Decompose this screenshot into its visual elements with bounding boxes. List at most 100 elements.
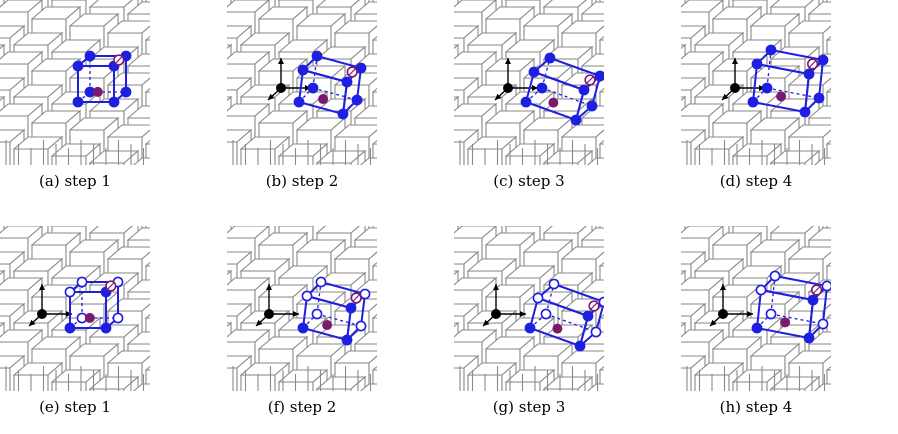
center-atom [776,91,787,102]
grid-cube-top [371,313,377,319]
cell-vertex-hollow [532,292,544,304]
center-atom-slash [813,286,821,294]
grid-cube-top [371,365,377,371]
grid-cube-top [825,261,831,267]
cell-vertex [108,96,120,108]
panel-e: (e) step 1 [0,226,150,431]
axis-right-arrow-head [293,311,299,317]
cell-vertex [524,322,536,334]
grid-cube-top [580,53,604,67]
cell-vertex [586,100,598,112]
panel-b-caption: (b) step 2 [265,172,339,190]
axis-depth-arrow-head [256,319,263,326]
cell-vertex [307,82,319,94]
origin-dot [491,309,501,319]
grid-cube-top [106,72,150,86]
panel-c-plot [454,0,604,165]
grid-cube-top [560,124,604,138]
center-atom-slash [586,76,594,84]
axis-up-arrow-head [720,284,726,290]
cell-vertex [120,86,132,98]
grid-cube-top [787,20,831,34]
cell-hidden-edge [770,313,824,325]
unit-cell [747,44,829,118]
origin-dot [503,83,513,93]
axis-up-arrow-head [493,284,499,290]
grid-cube-top [359,383,377,391]
axis-right-arrow-head [747,311,753,317]
cell-vertex-hollow [315,276,327,288]
center-atom [780,317,791,328]
grid-cube-top [333,246,377,260]
origin-dot [264,309,274,319]
cell-vertex [799,106,811,118]
cell-vertex [72,60,84,72]
cell-vertex-hollow [590,326,602,338]
grid-cube-top [353,331,377,345]
cell-vertex-hollow [76,276,88,288]
unit-cell [64,276,124,334]
unit-cell [297,276,371,346]
panel-c: (c) step 3 [454,0,604,205]
staircase-grid [454,0,604,165]
coordinate-axes [255,284,299,327]
cell-vertex-hollow [765,308,777,320]
grid-cube-top [825,87,831,93]
panel-f: (f) step 2 [227,226,377,431]
grid-cube-face [0,367,11,391]
grid-cube-top [144,313,150,319]
axis-depth-arrow-head [710,319,717,326]
cell-vertex [297,64,309,76]
cell-vertex [594,70,604,82]
grid-cube-top [126,331,150,345]
cell-vertex-hollow [540,308,552,320]
cell-vertex-hollow [301,290,313,302]
panel-f-plot [227,226,377,391]
cell-hidden-edge [766,49,772,89]
grid-cube-top [88,0,134,8]
cell-side-face [578,300,604,349]
grid-cube-top [598,365,604,371]
panel-g: (g) step 3 [454,226,604,431]
grid-cube-top [586,383,604,391]
cell-vertex [570,114,582,126]
center-atom [318,94,329,105]
grid-cube-top [333,350,377,364]
grid-cube-top [106,20,150,34]
panel-f-caption: (f) step 2 [267,398,337,416]
axis-depth-arrow-head [268,93,275,100]
grid-cube-top [144,35,150,41]
axis-up-arrow-head [39,284,45,290]
grid-cube-top [353,227,377,241]
grid-cube-top [144,139,150,145]
cell-vertex-hollow [817,318,829,330]
cell-vertex [536,82,548,94]
coordinate-axes [267,58,311,101]
cell-vertex-hollow [112,312,124,324]
axis-up-arrow-head [266,284,272,290]
grid-cube-top [88,226,134,234]
axis-depth-arrow-head [722,93,729,100]
cell-vertex [813,92,825,104]
grid-cube-top [371,261,377,267]
grid-cube-top [825,35,831,41]
cell-hidden-edge [541,87,593,107]
grid-cube-top [144,365,150,371]
staircase-grid [227,0,377,165]
grid-cube-top [807,1,831,15]
axis-up-arrow-head [505,58,511,64]
grid-cube-top [580,1,604,15]
grid-cube-top [769,0,815,8]
cell-hidden-edge [312,87,358,101]
grid-cube-top [542,0,588,8]
cell-vertex-hollow [598,296,604,308]
panel-g-plot [454,226,604,391]
cell-vertex [345,302,357,314]
grid-cube-top [787,124,831,138]
panel-e-plot [0,226,150,391]
grid-cube-top [106,124,150,138]
center-atom-slash [590,302,598,310]
grid-cube-top [315,0,361,8]
cell-hidden-edge [770,275,776,315]
panel-d-caption: (d) step 4 [719,172,793,190]
